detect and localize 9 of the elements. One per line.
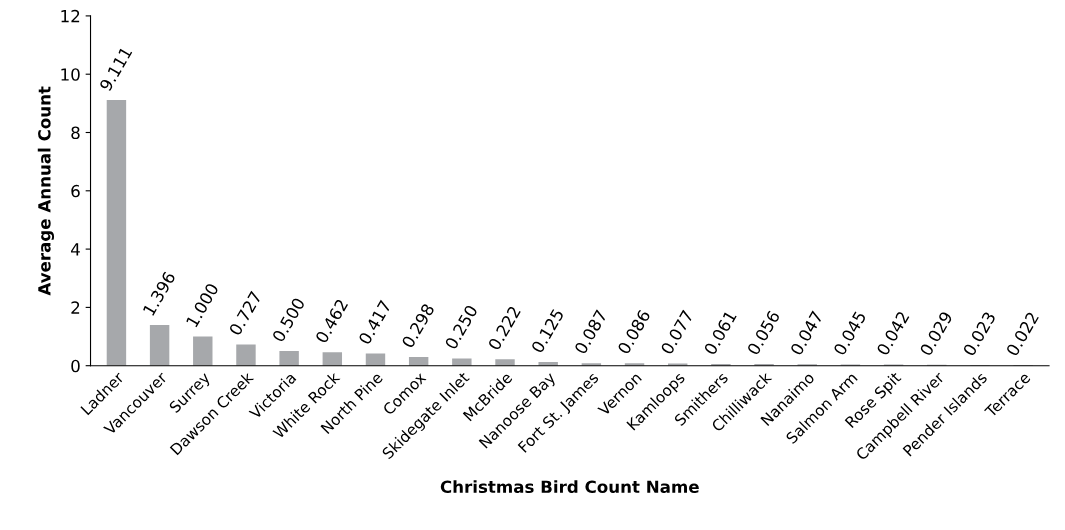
y-tick-label: 2: [71, 301, 80, 314]
y-tick-label: 6: [71, 184, 80, 198]
y-tick-label: 12: [61, 9, 80, 23]
y-tick-label: 10: [61, 68, 80, 81]
x-axis-title: Christmas Bird Count Name: [440, 480, 699, 494]
y-tick-label: 4: [71, 243, 80, 256]
y-tick-label: 0: [71, 359, 80, 373]
y-tick-label: 8: [71, 126, 80, 140]
y-axis-title: Average Annual Count: [37, 86, 55, 296]
